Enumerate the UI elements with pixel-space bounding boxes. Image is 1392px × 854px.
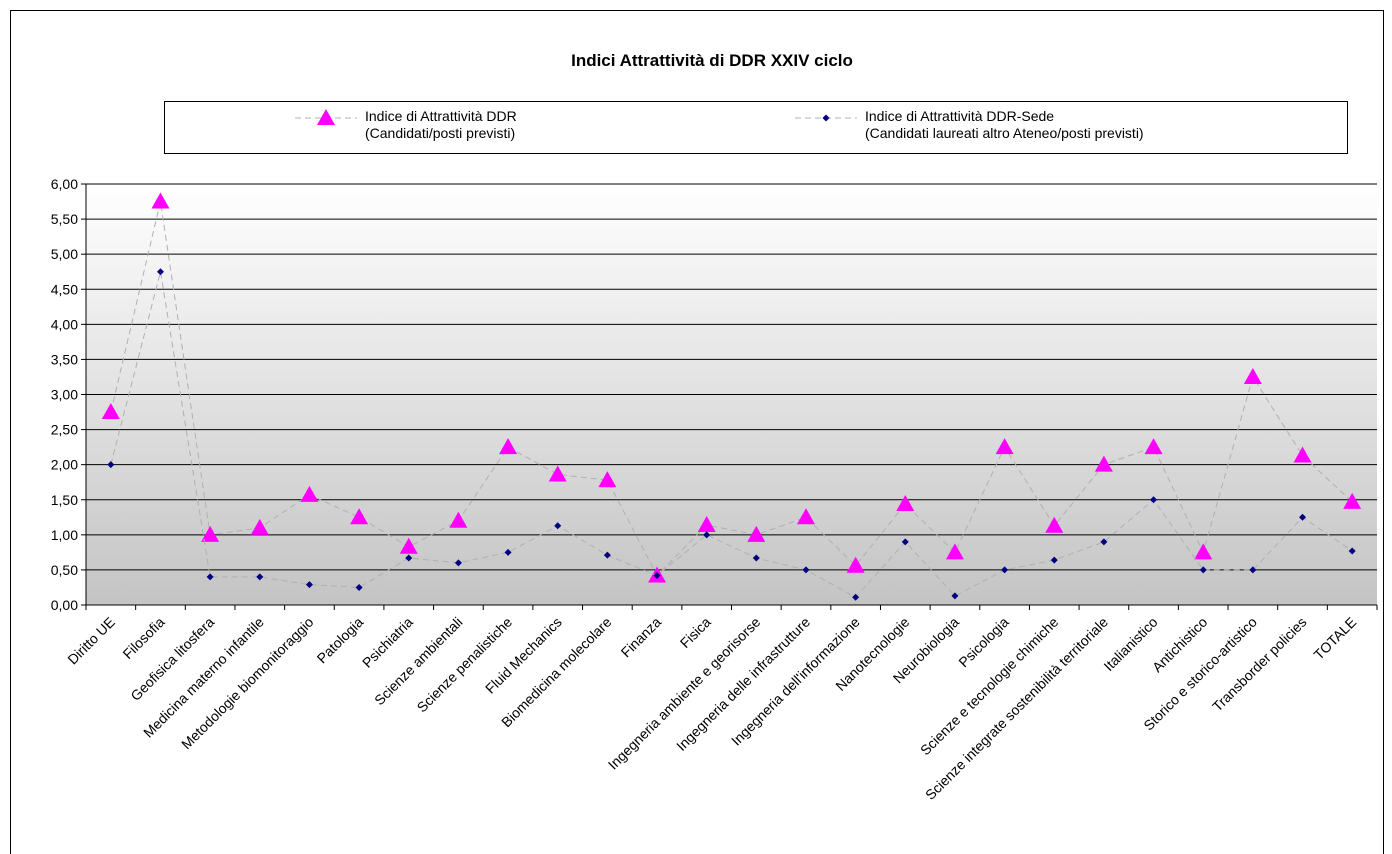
data-point xyxy=(1343,492,1362,509)
data-point xyxy=(317,109,335,125)
legend-label: Indice di Attrattività DDR (Candidati/po… xyxy=(365,108,517,141)
x-tick-label: Geofisica litosfera xyxy=(127,614,217,704)
data-point xyxy=(598,471,617,488)
data-point xyxy=(499,438,518,455)
data-point xyxy=(554,522,562,530)
x-tick-label: Transborder policies xyxy=(1209,614,1310,715)
data-point xyxy=(1243,367,1262,384)
legend-label: Indice di Attrattività DDR-Sede (Candida… xyxy=(865,108,1144,141)
data-point xyxy=(256,573,264,581)
data-point xyxy=(1348,547,1356,555)
data-point xyxy=(350,508,369,525)
data-point xyxy=(1094,455,1113,472)
data-point xyxy=(1194,543,1213,560)
data-point xyxy=(1100,538,1108,546)
data-point xyxy=(1001,566,1009,574)
data-point xyxy=(822,114,830,122)
x-tick-label: Scienze ambientali xyxy=(371,614,465,708)
data-point xyxy=(548,465,567,482)
data-point xyxy=(603,551,611,559)
data-point xyxy=(1144,438,1163,455)
data-point xyxy=(250,518,269,535)
data-point xyxy=(796,508,815,525)
data-point xyxy=(951,592,959,600)
data-point xyxy=(1199,566,1207,574)
x-tick-label: TOTALE xyxy=(1310,614,1359,663)
data-point xyxy=(1050,556,1058,564)
data-point xyxy=(1150,496,1158,504)
x-tick-label: Scienze penalistiche xyxy=(414,614,516,716)
y-tick-label: 4,00 xyxy=(51,316,78,332)
data-point xyxy=(653,572,661,580)
y-tick-label: 5,00 xyxy=(51,246,78,262)
y-tick-label: 4,50 xyxy=(51,281,78,297)
y-tick-label: 3,50 xyxy=(51,351,78,367)
data-point xyxy=(454,559,462,567)
data-point xyxy=(201,525,220,542)
y-tick-label: 5,50 xyxy=(51,211,78,227)
y-tick-label: 0,00 xyxy=(51,597,78,613)
data-point xyxy=(504,548,512,556)
y-tick-label: 1,00 xyxy=(51,527,78,543)
data-point xyxy=(901,538,909,546)
data-point xyxy=(151,192,170,209)
data-point xyxy=(1045,516,1064,533)
x-tick-label: Fisica xyxy=(677,614,714,651)
data-point xyxy=(896,494,915,511)
data-point xyxy=(1249,566,1257,574)
series-line xyxy=(110,201,1353,577)
chart-border xyxy=(10,10,1384,854)
data-point xyxy=(449,511,468,528)
data-point xyxy=(1299,513,1307,521)
x-tick-label: Diritto UE xyxy=(64,614,118,668)
data-point xyxy=(156,268,164,276)
data-point xyxy=(697,516,716,533)
legend-box xyxy=(164,101,1348,154)
x-tick-label: Scienze integrate sostenibilità territor… xyxy=(922,614,1111,803)
data-point xyxy=(747,525,766,542)
y-tick-label: 6,00 xyxy=(51,176,78,192)
data-point xyxy=(703,531,711,539)
data-point xyxy=(305,581,313,589)
data-point xyxy=(852,593,860,601)
data-point xyxy=(802,566,810,574)
data-point xyxy=(107,461,115,469)
data-point xyxy=(101,403,120,420)
data-point xyxy=(752,554,760,562)
data-point xyxy=(300,485,319,502)
x-tick-label: Patologia xyxy=(314,614,367,667)
data-point xyxy=(399,537,418,554)
data-point xyxy=(846,556,865,573)
x-tick-label: Filosofia xyxy=(119,614,167,662)
data-point xyxy=(1293,446,1312,463)
data-point xyxy=(206,573,214,581)
y-tick-label: 3,00 xyxy=(51,387,78,403)
series-line xyxy=(110,271,1353,598)
y-tick-label: 0,50 xyxy=(51,562,78,578)
data-point xyxy=(945,543,964,560)
data-point xyxy=(355,583,363,591)
y-tick-label: 1,50 xyxy=(51,492,78,508)
y-tick-label: 2,00 xyxy=(51,457,78,473)
data-point xyxy=(995,438,1014,455)
chart-title: Indici Attrattività di DDR XXIV ciclo xyxy=(571,51,853,70)
x-tick-label: Finanza xyxy=(618,614,665,661)
data-point xyxy=(405,554,413,562)
y-tick-label: 2,50 xyxy=(51,422,78,438)
